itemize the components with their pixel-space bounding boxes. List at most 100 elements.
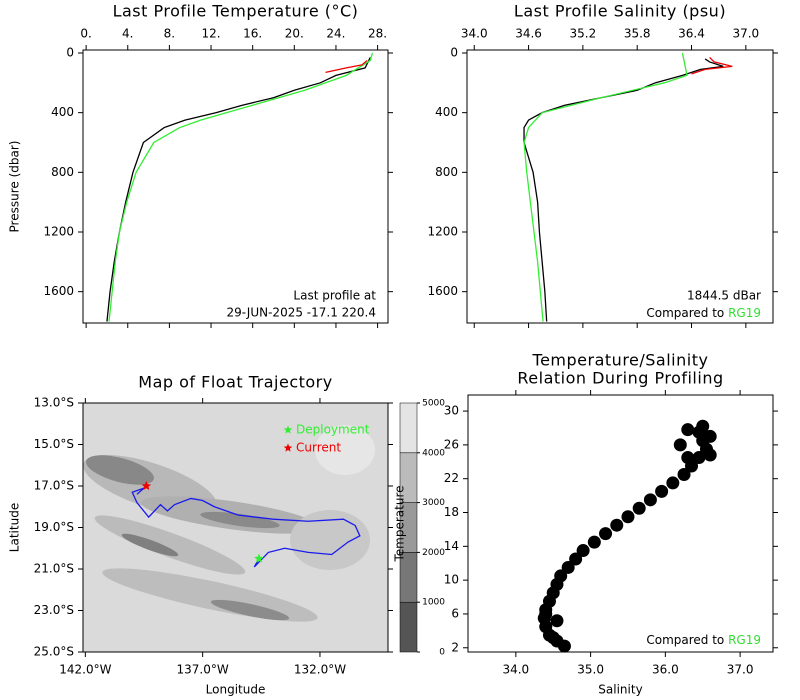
y-tick-label: 26 bbox=[444, 437, 459, 451]
legend-label: Current bbox=[296, 441, 341, 455]
x-tick-label: 37.0 bbox=[727, 663, 754, 677]
x-tick-label: 142.0°W bbox=[59, 663, 111, 677]
x-tick-label: 36.0 bbox=[652, 663, 679, 677]
y-tick-label: 19.0°S bbox=[34, 520, 74, 534]
float-marker bbox=[254, 553, 264, 563]
y-tick-label: 30 bbox=[444, 404, 459, 418]
y-tick-label: 22 bbox=[444, 471, 459, 485]
colorbar-label: 3000 bbox=[422, 498, 445, 508]
ts-point bbox=[599, 527, 613, 541]
x-tick-label: 137.0°W bbox=[177, 663, 229, 677]
y-tick-label: 23.0°S bbox=[34, 603, 74, 617]
x-tick-label: 35.2 bbox=[570, 27, 597, 41]
ts-point bbox=[576, 544, 590, 558]
y-tick-label: 10 bbox=[444, 573, 459, 587]
legend-marker bbox=[283, 425, 293, 434]
ts-point bbox=[681, 451, 695, 465]
y-tick-label: 800 bbox=[435, 165, 458, 179]
x-tick-label: 8. bbox=[164, 27, 175, 41]
x-tick-label: 36.4 bbox=[678, 27, 705, 41]
x-axis-label: Salinity bbox=[598, 683, 642, 697]
compare-text: Compared to RG19 bbox=[646, 306, 761, 320]
x-tick-label: 132.0°W bbox=[294, 663, 346, 677]
x-tick-label: 0. bbox=[80, 27, 91, 41]
x-tick-label: 34.0 bbox=[502, 663, 529, 677]
y-tick-label: 0 bbox=[450, 45, 458, 59]
legend-marker bbox=[283, 443, 293, 452]
y-tick-label: 6 bbox=[451, 606, 459, 620]
y-tick-label: 15.0°S bbox=[34, 437, 74, 451]
compare-name: RG19 bbox=[728, 633, 761, 647]
chart-title: Map of Float Trajectory bbox=[138, 373, 332, 392]
x-tick-label: 28. bbox=[368, 27, 387, 41]
chart-title: Temperature/Salinity bbox=[532, 351, 709, 370]
ts-point bbox=[554, 569, 568, 583]
x-tick-label: 16. bbox=[243, 27, 262, 41]
annotation: Last profile at bbox=[293, 289, 376, 303]
profile-line bbox=[106, 57, 371, 322]
y-tick-label: 400 bbox=[51, 105, 74, 119]
annotation: 1844.5 dBar bbox=[687, 289, 761, 303]
legend-label: Deployment bbox=[296, 423, 370, 437]
ts-point bbox=[546, 631, 560, 645]
ts-point bbox=[703, 448, 717, 462]
x-tick-label: 20. bbox=[285, 27, 304, 41]
compare-label: Compared to bbox=[646, 306, 724, 320]
ts-point bbox=[677, 467, 691, 481]
ts-point bbox=[692, 451, 706, 465]
profile-line bbox=[523, 52, 688, 322]
y-tick-label: 800 bbox=[51, 165, 74, 179]
y-tick-label: 1200 bbox=[427, 225, 458, 239]
x-tick-label: 34.0 bbox=[461, 27, 488, 41]
colorbar-label: 5000 bbox=[422, 399, 445, 409]
profile-line bbox=[691, 56, 733, 75]
y-tick-label: 1200 bbox=[43, 225, 74, 239]
y-tick-label: 0 bbox=[66, 45, 74, 59]
profile-line bbox=[523, 58, 724, 322]
plot-frame bbox=[82, 49, 389, 324]
plot-frame bbox=[467, 394, 774, 653]
profile-line bbox=[108, 52, 374, 322]
x-tick-label: 4. bbox=[122, 27, 133, 41]
y-tick-label: 13.0°S bbox=[34, 396, 74, 410]
y-tick-label: 14 bbox=[444, 539, 459, 553]
y-tick-label: 18 bbox=[444, 505, 459, 519]
y-tick-label: 25.0°S bbox=[34, 645, 74, 659]
trajectory bbox=[131, 485, 361, 568]
x-tick-label: 34.6 bbox=[515, 27, 542, 41]
ts-point bbox=[561, 560, 575, 574]
y-tick-label: 21.0°S bbox=[34, 562, 74, 576]
colorbar-segment bbox=[399, 601, 418, 653]
y-axis-label: Latitude bbox=[8, 503, 22, 552]
y-tick-label: 1600 bbox=[427, 284, 458, 298]
colorbar-label: 0 bbox=[439, 648, 445, 658]
ts-point bbox=[681, 423, 695, 437]
y-tick-label: 1600 bbox=[43, 284, 74, 298]
float-marker bbox=[141, 481, 152, 490]
x-tick-label: 37.0 bbox=[732, 27, 759, 41]
ts-point bbox=[587, 535, 601, 549]
ts-point bbox=[550, 614, 564, 628]
ts-point bbox=[539, 607, 553, 621]
colorbar-segment bbox=[399, 402, 418, 454]
ts-point bbox=[632, 501, 646, 515]
x-axis-label: Longitude bbox=[206, 683, 266, 697]
chart-title: Last Profile Temperature (°C) bbox=[113, 2, 359, 21]
annotation: 29-JUN-2025 -17.1 220.4 bbox=[227, 306, 376, 320]
ts-point bbox=[696, 419, 710, 433]
x-tick-label: 35.8 bbox=[624, 27, 651, 41]
ts-point bbox=[569, 552, 583, 566]
y-tick-label: 17.0°S bbox=[34, 479, 74, 493]
compare-name: RG19 bbox=[728, 306, 761, 320]
chart-title: Last Profile Salinity (psu) bbox=[514, 2, 726, 21]
ts-point bbox=[666, 476, 680, 490]
y-axis-label: Temperature bbox=[393, 485, 407, 562]
chart-title: Relation During Profiling bbox=[517, 369, 723, 388]
y-axis-label: Pressure (dbar) bbox=[8, 141, 22, 233]
colorbar-label: 4000 bbox=[422, 448, 445, 458]
x-tick-label: 12. bbox=[201, 27, 220, 41]
ts-point bbox=[673, 438, 687, 452]
y-tick-label: 400 bbox=[435, 105, 458, 119]
ts-point bbox=[655, 484, 669, 498]
